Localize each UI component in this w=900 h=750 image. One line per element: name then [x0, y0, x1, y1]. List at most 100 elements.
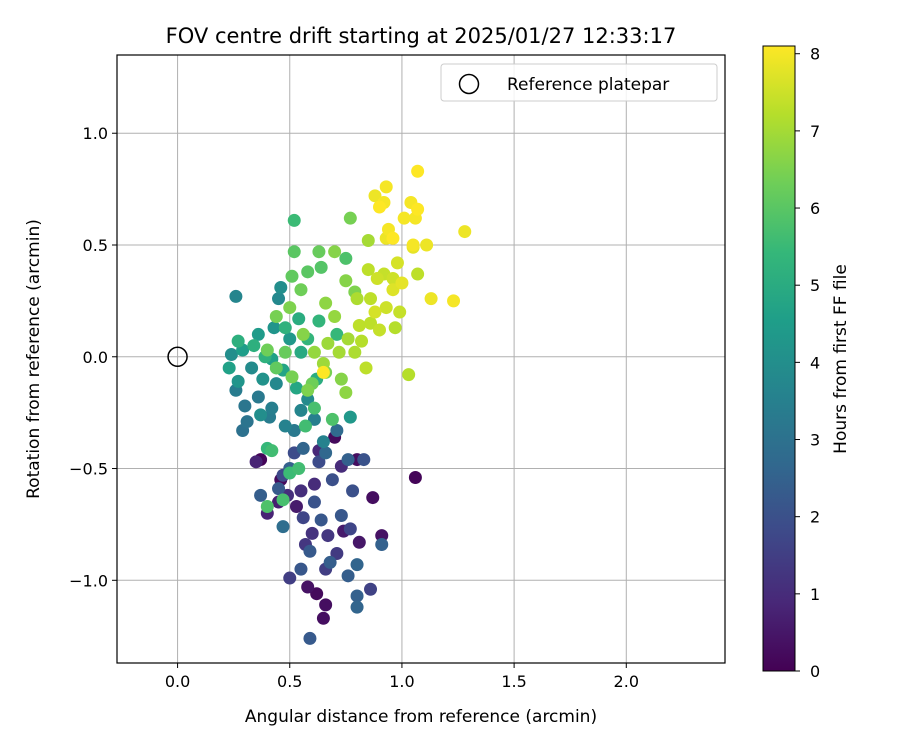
- y-tick-label: −0.5: [69, 460, 108, 479]
- data-point: [328, 310, 342, 324]
- data-point: [332, 345, 346, 359]
- data-point: [296, 441, 310, 455]
- data-point: [301, 392, 315, 406]
- data-point: [350, 558, 364, 572]
- data-point: [294, 283, 308, 297]
- data-point: [301, 265, 315, 279]
- data-point: [368, 189, 382, 203]
- data-point: [303, 631, 317, 645]
- data-point: [231, 374, 245, 388]
- data-point: [319, 598, 333, 612]
- data-point: [267, 321, 281, 335]
- data-point: [323, 555, 337, 569]
- x-tick-label: 1.5: [501, 672, 526, 691]
- data-point: [372, 200, 386, 214]
- data-point: [395, 276, 409, 290]
- data-point: [278, 321, 292, 335]
- data-point: [292, 312, 306, 326]
- colorbar-label: Hours from first FF file: [831, 264, 851, 454]
- colorbar-tick-label: 7: [810, 122, 820, 141]
- data-point: [328, 245, 342, 259]
- data-point: [361, 234, 375, 248]
- data-point: [352, 535, 366, 549]
- data-point: [307, 401, 321, 415]
- data-point: [285, 370, 299, 384]
- data-point: [294, 345, 308, 359]
- data-point: [357, 453, 371, 467]
- data-point: [346, 484, 360, 498]
- legend-open-circle-icon: [458, 73, 480, 95]
- data-point: [359, 361, 373, 375]
- data-point: [316, 365, 330, 379]
- data-point: [393, 305, 407, 319]
- data-point: [375, 529, 389, 543]
- data-point: [272, 482, 286, 496]
- data-point: [307, 345, 321, 359]
- data-point: [222, 361, 236, 375]
- data-point: [229, 289, 243, 303]
- data-point: [364, 316, 378, 330]
- data-point: [316, 356, 330, 370]
- data-point: [314, 513, 328, 527]
- data-point: [289, 381, 303, 395]
- data-point: [390, 256, 404, 270]
- y-tick-label: 0.5: [83, 236, 108, 255]
- data-point: [408, 470, 422, 484]
- colorbar: 0 1 2 3 4 5 6 7 8 Hours from first FF file: [762, 45, 851, 681]
- data-point: [287, 213, 301, 227]
- data-point: [364, 292, 378, 306]
- x-axis-label: Angular distance from reference (arcmin): [245, 707, 597, 727]
- data-point: [379, 301, 393, 315]
- data-point: [298, 419, 312, 433]
- data-point: [424, 292, 438, 306]
- data-point: [269, 361, 283, 375]
- data-point: [260, 343, 274, 357]
- data-point: [301, 383, 315, 397]
- grid-lines: [117, 55, 725, 663]
- data-point: [325, 412, 339, 426]
- data-point: [251, 390, 265, 404]
- data-point: [350, 600, 364, 614]
- data-point: [411, 267, 425, 281]
- data-point: [283, 332, 297, 346]
- data-point: [287, 245, 301, 259]
- x-tick-label: 0.5: [277, 672, 302, 691]
- data-point: [447, 294, 461, 308]
- data-point: [307, 477, 321, 491]
- data-point: [269, 377, 283, 391]
- data-point: [330, 327, 344, 341]
- colorbar-gradient: [762, 45, 796, 672]
- data-point: [278, 419, 292, 433]
- colorbar-ticks: 0 1 2 3 4 5 6 7 8: [795, 45, 820, 681]
- data-point: [238, 399, 252, 413]
- data-point: [364, 582, 378, 596]
- data-point: [278, 345, 292, 359]
- data-point: [272, 292, 286, 306]
- chart-title: FOV centre drift starting at 2025/01/27 …: [166, 24, 677, 48]
- data-point: [310, 587, 324, 601]
- data-point: [388, 321, 402, 335]
- data-point: [305, 526, 319, 540]
- data-point: [307, 412, 321, 426]
- data-point: [343, 522, 357, 536]
- reference-platepar-marker: [167, 346, 188, 368]
- data-point: [247, 339, 261, 353]
- data-point: [370, 272, 384, 286]
- data-point: [296, 327, 310, 341]
- colorbar-tick-label: 1: [810, 585, 820, 604]
- colorbar-tick-label: 6: [810, 199, 820, 218]
- data-point: [319, 296, 333, 310]
- data-point: [397, 211, 411, 225]
- data-point: [352, 318, 366, 332]
- plot-frame: [116, 54, 726, 664]
- data-point: [283, 571, 297, 585]
- data-point: [368, 305, 382, 319]
- legend-box: [440, 63, 718, 102]
- data-point: [312, 245, 326, 259]
- data-point: [321, 529, 335, 543]
- data-point: [411, 202, 425, 216]
- colorbar-tick-label: 4: [810, 353, 820, 372]
- colorbar-tick-label: 8: [810, 45, 820, 64]
- data-point: [301, 580, 315, 594]
- data-point: [330, 424, 344, 438]
